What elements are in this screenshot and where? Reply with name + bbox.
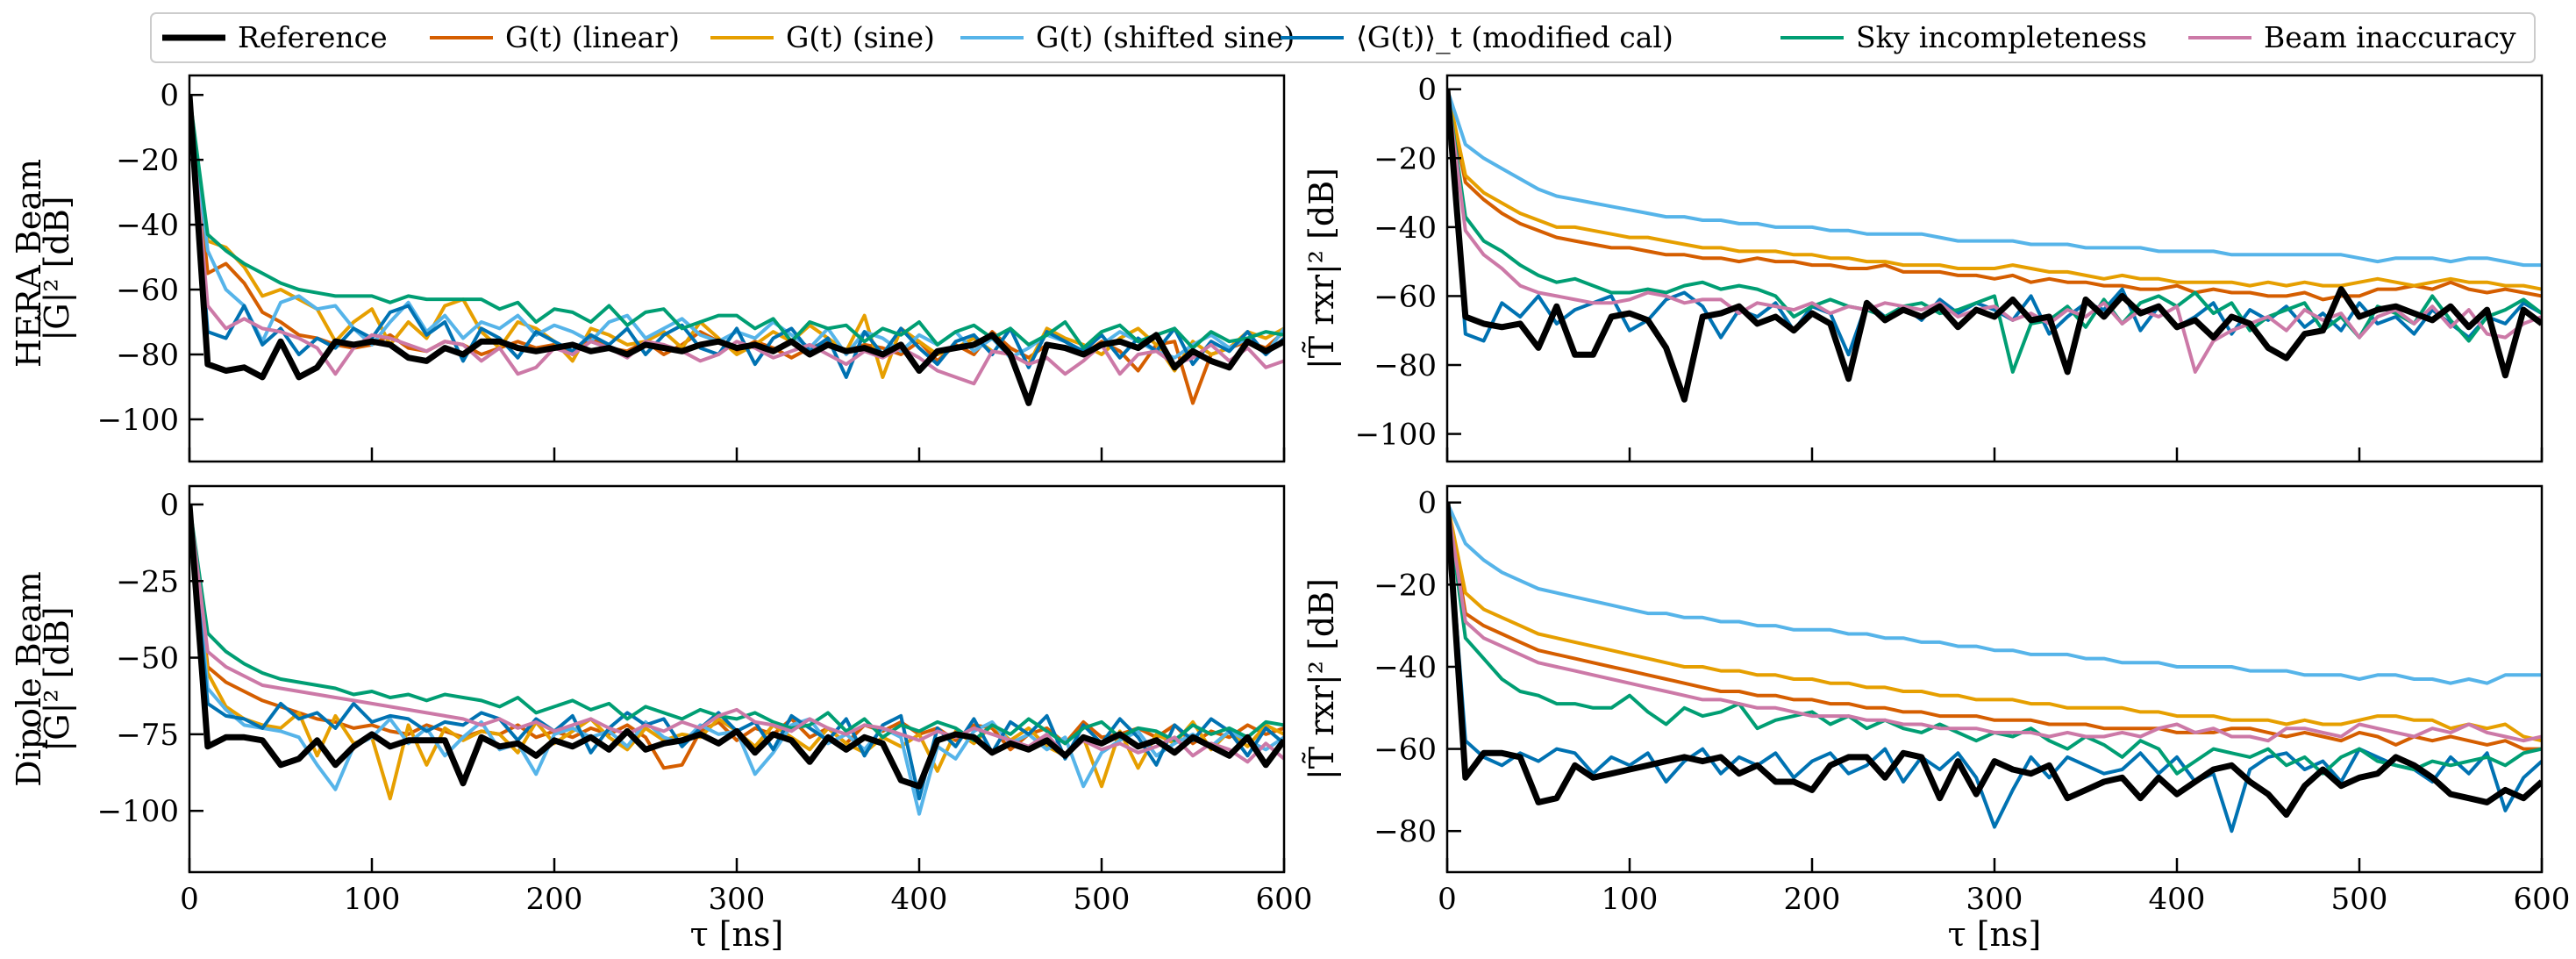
y-axis-label: |T̃ rxr|² [dB] [1302, 578, 1341, 780]
y-tick-label: −40 [1374, 211, 1437, 246]
series-line-sky [189, 94, 1284, 350]
y-tick-label: −75 [116, 718, 179, 753]
series-line-modcal [189, 95, 1284, 379]
series-line-linear [1447, 89, 2542, 302]
y-tick-label: −60 [116, 273, 179, 308]
y-tick-label: −20 [116, 143, 179, 178]
panel-hera-trx: 0 −20 −40 −60 −80 −100 |T̃ rxr|² [dB] [1302, 73, 2544, 463]
series-line-sky [1447, 89, 2542, 374]
x-tick-label: 500 [2331, 882, 2388, 917]
x-tick-label: 400 [2149, 882, 2206, 917]
y-axis-label: |G̃|² [dB] [38, 606, 76, 751]
legend-entries: Reference G(t) (linear) G(t) (sine) G(t) (s… [162, 20, 2516, 55]
series-group [189, 504, 1284, 816]
y-tick-label: −40 [116, 208, 179, 243]
x-tick-label: 600 [2514, 882, 2571, 917]
series-group [1447, 501, 2542, 834]
y-tick-label: −60 [1374, 733, 1437, 768]
series-line-sine [189, 94, 1284, 379]
series-line-shifted [1447, 89, 2542, 268]
y-axis-label: |T̃ rxr|² [dB] [1302, 168, 1341, 369]
series-line-sky [189, 504, 1284, 746]
y-tick-label: 0 [160, 488, 179, 523]
x-tick-label: 500 [1074, 882, 1131, 917]
legend: Reference G(t) (linear) G(t) (sine) G(t) (s… [150, 12, 2536, 63]
panel-hera-gain: 0 −20 −40 −60 −80 −100 |G̃|² [dB] [38, 74, 1286, 463]
y-tick-label: −40 [1374, 650, 1437, 685]
series-line-sine [1447, 89, 2542, 291]
y-tick-label: −100 [97, 403, 179, 438]
series-line-shifted [189, 94, 1284, 360]
y-tick-label: −100 [97, 794, 179, 829]
series-line-beam [1447, 502, 2542, 743]
x-tick-label: 400 [891, 882, 948, 917]
legend-label-sky: Sky incompleteness [1856, 20, 2147, 54]
x-tick-label: 200 [526, 882, 583, 917]
series-line-modcal [189, 504, 1284, 801]
series-line-sine [189, 504, 1284, 801]
series-group [1447, 89, 2542, 403]
plot-frame [188, 74, 1286, 463]
y-tick-label: −50 [116, 641, 179, 676]
y-tick-label: 0 [160, 78, 179, 113]
legend-label-shifted: G(t) (shifted sine) [1036, 20, 1295, 54]
row-label-dipole: Dipole Beam [10, 571, 48, 787]
x-axis-label: τ [ns] [690, 915, 784, 954]
legend-label-reference: Reference [238, 20, 388, 54]
y-tick-label: −80 [1374, 814, 1437, 849]
y-tick-label: 0 [1417, 73, 1437, 108]
legend-label-linear: G(t) (linear) [505, 20, 680, 54]
series-line-beam [189, 504, 1284, 764]
x-tick-label: 0 [180, 882, 199, 917]
x-tick-label: 300 [1966, 882, 2023, 917]
series-line-sine [1447, 502, 2542, 743]
series-line-beam [1447, 89, 2542, 374]
legend-label-beam: Beam inaccuracy [2264, 20, 2516, 54]
series-line-modcal [1447, 89, 2542, 357]
y-tick-label: −80 [1374, 348, 1437, 383]
x-tick-label: 0 [1438, 882, 1457, 917]
y-tick-label: −100 [1355, 418, 1437, 453]
y-tick-label: −60 [1374, 279, 1437, 314]
panel-dipole-gain: 0 100 200 300 400 500 600 0 −25 −50 −75 −100 |G̃|² [… [38, 484, 1313, 954]
panel-dipole-trx: 0 100 200 300 400 500 600 0 −20 −40 −60 −80 |T̃ rxr|… [1302, 484, 2571, 954]
series-line-reference [1447, 89, 2542, 403]
y-tick-label: −80 [116, 338, 179, 373]
series-line-linear [1447, 502, 2542, 751]
series-line-reference [189, 504, 1284, 790]
y-tick-label: −20 [1374, 568, 1437, 603]
x-axis-label: τ [ns] [1948, 915, 2042, 954]
series-line-reference [1447, 502, 2542, 818]
legend-label-modcal: ⟨G(t)⟩_t (modified cal) [1356, 20, 1673, 55]
y-axis-label: |G̃|² [dB] [38, 196, 76, 340]
series-group [189, 94, 1284, 406]
series-line-linear [189, 504, 1284, 770]
x-tick-label: 600 [1256, 882, 1313, 917]
row-label-hera: HERA Beam [10, 159, 48, 368]
y-tick-label: −20 [1374, 141, 1437, 176]
x-tick-label: 300 [709, 882, 766, 917]
series-line-shifted [1447, 501, 2542, 685]
y-tick-label: −25 [116, 564, 179, 599]
series-line-shifted [189, 504, 1284, 816]
x-tick-label: 100 [1602, 882, 1659, 917]
y-tick-label: 0 [1417, 486, 1437, 521]
x-tick-label: 200 [1784, 882, 1841, 917]
x-tick-label: 100 [344, 882, 401, 917]
row-labels: HERA Beam Dipole Beam [10, 159, 48, 787]
series-line-reference [189, 94, 1284, 406]
plot-frame [188, 484, 1286, 874]
legend-label-sine: G(t) (sine) [786, 20, 935, 54]
